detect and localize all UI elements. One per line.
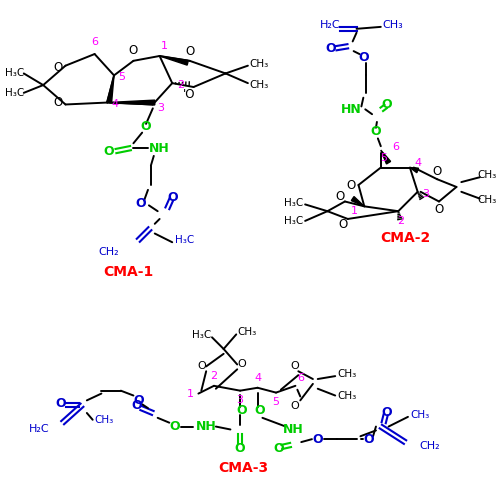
Text: O: O	[433, 165, 442, 178]
Polygon shape	[381, 150, 391, 164]
Text: CMA-2: CMA-2	[380, 232, 430, 245]
Text: O: O	[131, 398, 142, 411]
Text: O: O	[335, 190, 345, 203]
Text: H₃C: H₃C	[284, 216, 303, 226]
Text: O: O	[290, 401, 299, 411]
Text: 6: 6	[392, 142, 399, 152]
Text: 1: 1	[161, 42, 168, 51]
Text: 3: 3	[237, 396, 244, 406]
Text: O: O	[185, 44, 194, 58]
Text: 1: 1	[187, 388, 194, 398]
Text: CH₃: CH₃	[337, 369, 356, 379]
Text: NH: NH	[149, 142, 170, 154]
Text: CMA-1: CMA-1	[103, 266, 154, 280]
Text: O: O	[235, 442, 246, 456]
Text: H₃C: H₃C	[175, 236, 195, 246]
Text: O: O	[53, 61, 62, 74]
Text: CH₃: CH₃	[250, 58, 269, 68]
Text: CH₃: CH₃	[237, 328, 256, 338]
Text: O: O	[371, 125, 381, 138]
Text: O: O	[364, 432, 374, 446]
Text: 2: 2	[211, 371, 218, 381]
Text: O: O	[254, 404, 265, 416]
Text: O: O	[237, 404, 248, 416]
Text: 4: 4	[414, 158, 421, 168]
Text: CMA-3: CMA-3	[218, 462, 268, 475]
Text: O: O	[290, 362, 299, 372]
Text: CH₂: CH₂	[420, 441, 440, 451]
Text: 3: 3	[422, 188, 429, 198]
Polygon shape	[351, 196, 364, 206]
Text: O: O	[167, 191, 178, 204]
Text: CH₂: CH₂	[98, 247, 119, 257]
Polygon shape	[160, 56, 188, 65]
Text: CH₃: CH₃	[337, 390, 356, 400]
Text: O: O	[381, 98, 392, 111]
Text: NH: NH	[196, 420, 217, 433]
Text: 2: 2	[398, 216, 405, 226]
Text: O: O	[358, 52, 369, 64]
Text: HN: HN	[341, 103, 362, 116]
Text: O: O	[136, 197, 147, 210]
Text: CH₃: CH₃	[250, 80, 269, 90]
Text: CH₃: CH₃	[478, 194, 497, 204]
Text: 3: 3	[157, 104, 164, 114]
Polygon shape	[410, 168, 419, 172]
Text: O: O	[434, 203, 444, 216]
Text: O: O	[346, 178, 355, 192]
Text: 2: 2	[177, 80, 185, 90]
Text: O: O	[381, 406, 392, 420]
Text: O: O	[104, 144, 114, 158]
Text: O: O	[53, 96, 62, 109]
Text: O: O	[238, 360, 247, 370]
Text: CH₃: CH₃	[478, 170, 497, 180]
Text: 5: 5	[380, 153, 387, 163]
Text: 6: 6	[91, 38, 98, 48]
Text: H₃C: H₃C	[284, 198, 303, 208]
Text: CH₃: CH₃	[95, 415, 114, 425]
Text: CH₃: CH₃	[410, 410, 429, 420]
Text: O: O	[312, 432, 323, 446]
Text: O: O	[170, 420, 181, 433]
Text: O: O	[325, 42, 336, 54]
Text: O: O	[55, 397, 66, 410]
Text: NH: NH	[283, 423, 304, 436]
Text: 'O: 'O	[183, 88, 195, 102]
Text: H₂C: H₂C	[319, 20, 340, 30]
Text: O: O	[197, 362, 206, 372]
Text: O: O	[133, 394, 144, 407]
Text: 1: 1	[351, 206, 358, 216]
Text: H₃C: H₃C	[192, 330, 211, 340]
Text: CH₃: CH₃	[383, 20, 404, 30]
Text: O: O	[338, 218, 348, 232]
Text: H₃C: H₃C	[4, 68, 24, 78]
Polygon shape	[107, 76, 114, 103]
Text: H₃C: H₃C	[4, 88, 24, 98]
Text: 5: 5	[118, 72, 125, 83]
Text: 4: 4	[254, 373, 261, 383]
Text: 5: 5	[272, 398, 279, 407]
Text: O: O	[141, 120, 151, 134]
Text: H₂C: H₂C	[28, 424, 49, 434]
Polygon shape	[107, 100, 155, 105]
Text: O: O	[273, 442, 284, 456]
Text: O: O	[129, 44, 138, 57]
Text: 4: 4	[111, 100, 119, 110]
Text: 6: 6	[297, 373, 304, 383]
